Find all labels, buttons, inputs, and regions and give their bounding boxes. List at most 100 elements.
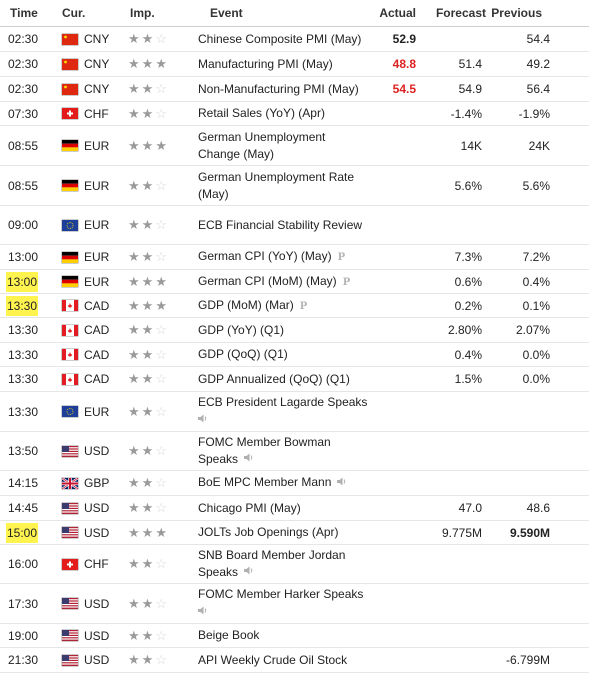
- previous-value: 0.0%: [522, 347, 550, 362]
- event-name-text[interactable]: GDP (QoQ) (Q1): [198, 347, 288, 361]
- star-icon: ★: [141, 81, 154, 96]
- star-icon: ★: [128, 105, 140, 121]
- table-row[interactable]: 17:30 USD ★ ★ ☆ FOMC Member Harker Speaks: [0, 584, 589, 624]
- table-row[interactable]: 19:00 USD ★ ★ ☆ Beige Book: [0, 624, 589, 648]
- event-name[interactable]: GDP (YoY) (Q1): [180, 322, 368, 339]
- star-icon: ★: [128, 443, 140, 458]
- header-currency[interactable]: Cur.: [62, 6, 86, 20]
- star-icon: ★: [128, 81, 140, 96]
- event-name-text[interactable]: BoE MPC Member Mann: [198, 475, 332, 490]
- importance-rating: ★ ★ ☆: [110, 557, 180, 570]
- event-name-text[interactable]: Retail Sales (YoY) (Apr): [198, 106, 325, 120]
- importance-rating: ★ ★ ☆: [110, 322, 180, 337]
- currency-code: CHF: [84, 557, 109, 571]
- event-name-text[interactable]: GDP (YoY) (Q1): [198, 322, 285, 337]
- table-row[interactable]: 14:45 USD ★ ★ ☆ Chicago PMI (May) 47.0 48.6: [0, 496, 589, 521]
- previous-value: 9.590M: [509, 525, 550, 540]
- importance-rating: ★ ★ ★: [110, 297, 180, 313]
- star-icon: ★: [141, 403, 154, 419]
- table-row[interactable]: 02:30 CNY ★ ★ ☆ Non-Manufacturing PMI (May) 54…: [0, 77, 589, 102]
- header-forecast[interactable]: Forecast: [435, 6, 486, 20]
- event-name[interactable]: GDP (QoQ) (Q1): [180, 346, 368, 363]
- table-row[interactable]: 21:30 USD ★ ★ ☆ API Weekly Crude Oil Stock -6.…: [0, 648, 589, 673]
- header-event[interactable]: Event: [210, 5, 243, 20]
- event-name-text[interactable]: German Unemployment Change (May): [198, 129, 326, 161]
- table-row[interactable]: 13:50 USD ★ ★ ☆ FOMC Member Bowman Speaks: [0, 432, 589, 471]
- event-name[interactable]: BoE MPC Member Mann: [180, 474, 368, 491]
- event-name[interactable]: FOMC Member Bowman Speaks: [180, 434, 368, 468]
- event-name-text[interactable]: GDP (MoM) (Mar): [198, 297, 294, 312]
- event-name-text[interactable]: ECB President Lagarde Speaks: [198, 395, 368, 410]
- header-time[interactable]: Time: [10, 6, 38, 20]
- event-name-text[interactable]: Chinese Composite PMI (May): [198, 31, 362, 46]
- table-row[interactable]: 16:00 CHF ★ ★ ☆ SNB Board Member Jordan Speak…: [0, 545, 589, 584]
- de-flag-icon: [62, 180, 78, 191]
- event-name-text[interactable]: JOLTs Job Openings (Apr): [198, 525, 339, 539]
- event-name[interactable]: ECB President Lagarde Speaks: [180, 394, 368, 428]
- star-icon: ★: [128, 297, 140, 313]
- event-name[interactable]: GDP (MoM) (Mar) P: [180, 297, 368, 315]
- event-time: 02:30: [0, 82, 54, 96]
- event-name[interactable]: Retail Sales (YoY) (Apr): [180, 105, 368, 122]
- event-name[interactable]: Non-Manufacturing PMI (May): [180, 81, 368, 98]
- event-name[interactable]: Chicago PMI (May): [180, 500, 368, 517]
- table-row[interactable]: 13:30 CAD ★ ★ ☆ GDP (QoQ) (Q1) 0.4% 0.0%: [0, 343, 589, 367]
- event-time: 13:30: [0, 295, 54, 316]
- table-row[interactable]: 13:00 EUR ★ ★ ☆ German CPI (YoY) (May) P 7.3% 7.…: [0, 245, 589, 270]
- event-name-text[interactable]: SNB Board Member Jordan Speaks: [198, 547, 346, 579]
- event-currency: USD: [54, 526, 110, 540]
- event-name[interactable]: German CPI (MoM) (May) P: [180, 273, 368, 291]
- event-name-text[interactable]: German CPI (YoY) (May): [198, 249, 332, 263]
- event-name[interactable]: Beige Book: [180, 627, 368, 644]
- event-name[interactable]: German Unemployment Change (May): [180, 129, 368, 163]
- event-name[interactable]: Manufacturing PMI (May): [180, 56, 368, 73]
- event-name[interactable]: SNB Board Member Jordan Speaks: [180, 547, 368, 581]
- event-name[interactable]: API Weekly Crude Oil Stock: [180, 652, 368, 669]
- event-name-text[interactable]: Non-Manufacturing PMI (May): [198, 81, 359, 96]
- table-row[interactable]: 13:30 CAD ★ ★ ★ GDP (MoM) (Mar) P 0.2% 0.1%: [0, 294, 589, 318]
- event-name[interactable]: German CPI (YoY) (May) P: [180, 248, 368, 266]
- event-name-text[interactable]: Chicago PMI (May): [198, 500, 301, 515]
- table-row[interactable]: 13:30 CAD ★ ★ ☆ GDP Annualized (QoQ) (Q1) 1.5%…: [0, 367, 589, 392]
- table-row[interactable]: 13:30 EUR ★ ★ ☆ ECB President Lagarde Speaks: [0, 392, 589, 432]
- table-row[interactable]: 13:30 CAD ★ ★ ☆ GDP (YoY) (Q1) 2.80% 2.07%: [0, 318, 589, 343]
- event-name[interactable]: FOMC Member Harker Speaks: [180, 586, 368, 620]
- previous-value: 24K: [528, 138, 550, 153]
- star-icon: ★: [155, 137, 167, 153]
- speaker-icon: [337, 475, 348, 492]
- event-name[interactable]: German Unemployment Rate (May): [180, 169, 368, 203]
- event-name-text[interactable]: German CPI (MoM) (May): [198, 273, 337, 288]
- event-name[interactable]: GDP Annualized (QoQ) (Q1): [180, 371, 368, 388]
- table-row[interactable]: 02:30 CNY ★ ★ ★ Manufacturing PMI (May) 48.8 51…: [0, 52, 589, 77]
- cn-flag-icon: [62, 33, 78, 45]
- event-name-text[interactable]: FOMC Member Harker Speaks: [198, 587, 364, 602]
- table-row[interactable]: 02:30 CNY ★ ★ ☆ Chinese Composite PMI (May) 52…: [0, 27, 589, 52]
- table-row[interactable]: 14:15 GBP ★ ★ ☆ BoE MPC Member Mann: [0, 471, 589, 496]
- star-icon: ★: [141, 443, 154, 458]
- header-actual[interactable]: Actual: [379, 6, 416, 20]
- table-row[interactable]: 09:00 EUR ★ ★ ☆ ECB Financial Stability Revie…: [0, 206, 589, 245]
- header-previous[interactable]: Previous: [491, 6, 542, 20]
- table-row[interactable]: 07:30 CHF ★ ★ ☆ Retail Sales (YoY) (Apr) -1.4%…: [0, 102, 589, 126]
- event-name-text[interactable]: Beige Book: [198, 628, 260, 642]
- event-name[interactable]: JOLTs Job Openings (Apr): [180, 524, 368, 541]
- currency-code: CNY: [84, 32, 110, 46]
- event-name-text[interactable]: Manufacturing PMI (May): [198, 56, 333, 71]
- event-name-text[interactable]: FOMC Member Bowman Speaks: [198, 434, 331, 466]
- table-row[interactable]: 08:55 EUR ★ ★ ☆ German Unemployment Rate (May…: [0, 166, 589, 206]
- star-icon: ☆: [155, 322, 167, 337]
- forecast-value: 0.6%: [454, 274, 482, 289]
- event-name-text[interactable]: ECB Financial Stability Review: [198, 217, 363, 232]
- importance-rating: ★ ★ ☆: [110, 501, 180, 514]
- table-row[interactable]: 08:55 EUR ★ ★ ★ German Unemployment Change (M…: [0, 126, 589, 166]
- table-row[interactable]: 13:00 EUR ★ ★ ★ German CPI (MoM) (May) P 0.6% 0.…: [0, 270, 589, 294]
- table-row[interactable]: 15:00 USD ★ ★ ★ JOLTs Job Openings (Apr) 9.775…: [0, 521, 589, 545]
- event-name[interactable]: Chinese Composite PMI (May): [180, 31, 368, 48]
- header-importance[interactable]: Imp.: [130, 6, 155, 20]
- event-name-text[interactable]: German Unemployment Rate (May): [198, 169, 355, 201]
- event-currency: CNY: [54, 32, 110, 46]
- event-name[interactable]: ECB Financial Stability Review: [180, 217, 368, 234]
- gb-flag-icon: [62, 477, 78, 489]
- event-name-text[interactable]: GDP Annualized (QoQ) (Q1): [198, 371, 350, 386]
